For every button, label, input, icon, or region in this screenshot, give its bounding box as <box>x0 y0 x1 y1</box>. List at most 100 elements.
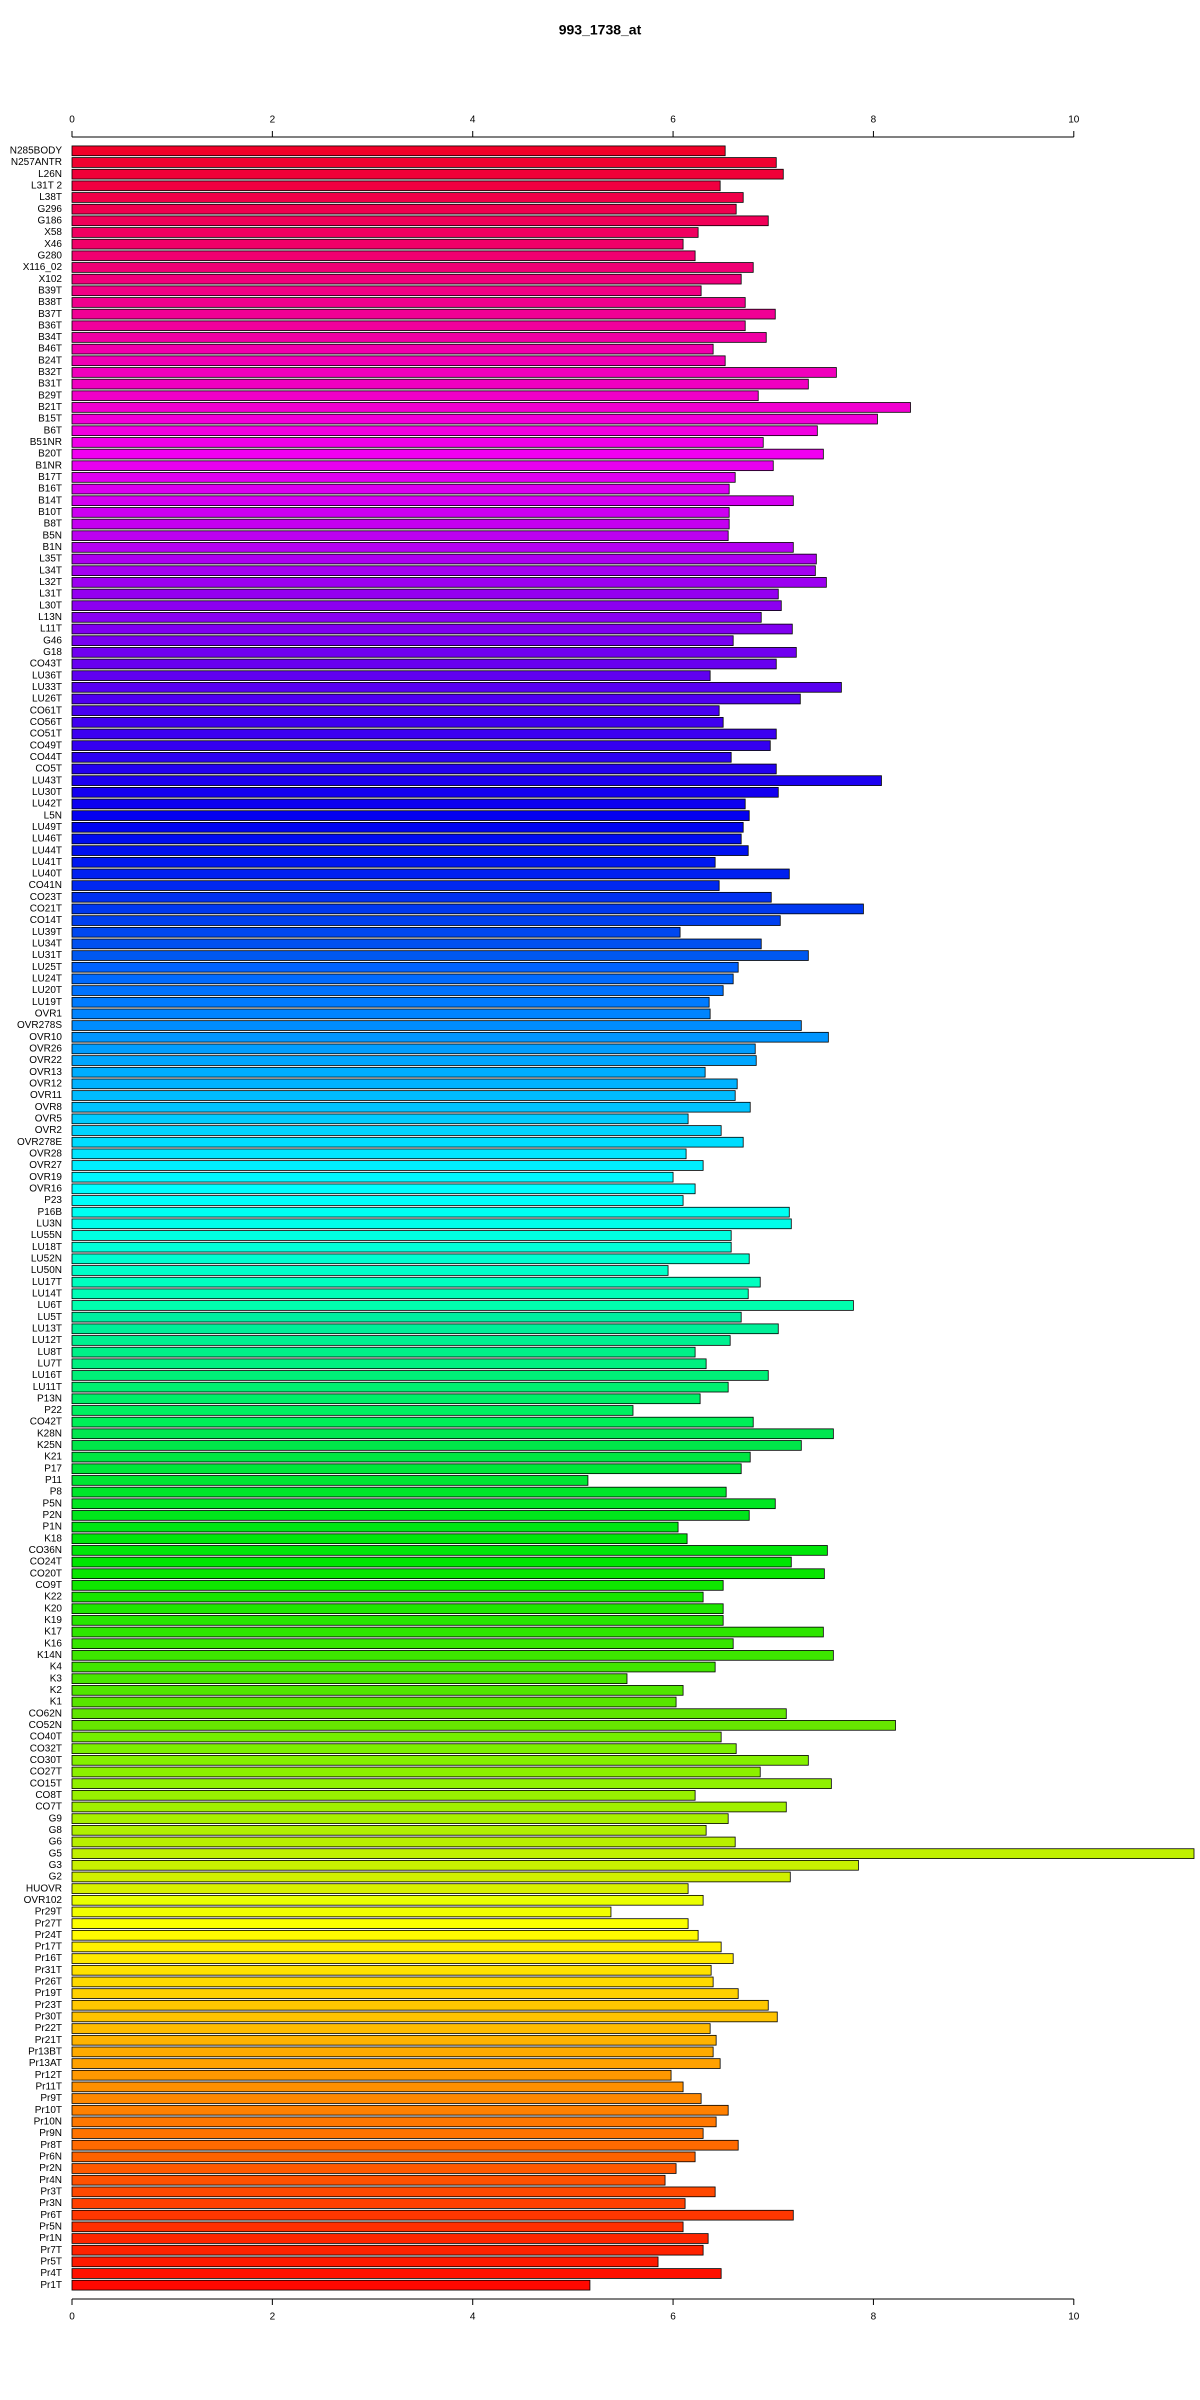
y-tick-label: OVR22 <box>29 1055 62 1066</box>
y-tick-label: CO21T <box>30 904 62 915</box>
y-tick-label: LU20T <box>32 985 62 996</box>
bar <box>71 483 730 495</box>
bar <box>71 273 742 285</box>
bar <box>71 845 749 856</box>
bar <box>71 1055 757 1066</box>
y-tick-label: LU55N <box>31 1230 62 1241</box>
chart-title: 993_1738_at <box>559 22 642 38</box>
y-tick-label: L13N <box>38 612 62 623</box>
bar <box>71 390 759 402</box>
y-tick-label: X46 <box>44 239 62 250</box>
y-tick-label: LU18T <box>32 1242 62 1253</box>
y-tick-label: B46T <box>38 344 62 355</box>
bar <box>71 542 794 553</box>
y-tick-label: CO42T <box>30 1417 62 1428</box>
bar <box>71 915 781 926</box>
bar <box>71 903 864 915</box>
bar <box>71 2186 716 2198</box>
bar <box>71 2011 778 2023</box>
y-tick-label: CO8T <box>35 1790 62 1801</box>
y-tick-label: CO62N <box>29 1708 62 1719</box>
y-tick-label: X102 <box>39 274 63 285</box>
y-tick-label: G3 <box>49 1860 63 1871</box>
y-tick-label: OVR2 <box>35 1125 63 1136</box>
bar <box>71 448 824 460</box>
bar <box>71 1451 751 1463</box>
y-tick-label: LU26T <box>32 694 62 705</box>
y-tick-label: LU40T <box>32 869 62 880</box>
bar <box>71 1591 704 1603</box>
y-tick-label: P23 <box>44 1195 62 1206</box>
y-tick-label: Pr2N <box>39 2163 62 2174</box>
bar <box>71 1008 711 1020</box>
bar <box>71 1428 834 1440</box>
y-tick-label: Pr6T <box>40 2210 62 2221</box>
bar <box>71 1848 1195 1859</box>
y-tick-label: Pr6N <box>39 2152 62 2163</box>
y-tick-label: CO61T <box>30 705 62 716</box>
bar <box>71 495 794 507</box>
y-tick-label: L26N <box>38 169 62 180</box>
bar <box>71 612 762 623</box>
bar <box>71 1253 750 1265</box>
bar <box>71 1941 722 1953</box>
y-tick-label: L35T <box>39 554 62 565</box>
bar <box>71 1964 712 1976</box>
y-tick-label: LU25T <box>32 962 62 973</box>
y-tick-label: LU19T <box>32 997 62 1008</box>
y-tick-label: CO7T <box>35 1802 62 1813</box>
bar <box>71 1043 756 1055</box>
y-tick-label: Pr10T <box>35 2105 62 2116</box>
y-tick-label: G5 <box>49 1848 63 1859</box>
bar <box>71 1405 634 1416</box>
y-tick-label: CO52N <box>29 1720 62 1731</box>
y-tick-label: LU5T <box>38 1312 62 1323</box>
y-tick-label: OVR11 <box>30 1090 62 1101</box>
y-tick-label: L30T <box>39 600 62 611</box>
bar <box>71 880 720 891</box>
y-tick-label: Pr5T <box>40 2256 62 2267</box>
bar <box>71 1195 684 1206</box>
bar <box>71 413 878 425</box>
bar <box>71 1708 787 1719</box>
y-tick-label: G186 <box>38 215 63 226</box>
y-tick-label: B1N <box>43 542 62 553</box>
y-tick-label: LU30T <box>32 787 62 798</box>
y-tick-label: K14N <box>37 1650 62 1661</box>
y-tick-label: CO9T <box>35 1580 62 1591</box>
bar <box>71 1160 704 1171</box>
y-tick-label: G46 <box>43 635 62 646</box>
bar <box>71 1661 716 1673</box>
bar <box>71 950 809 961</box>
x-tick-label: 10 <box>1068 2312 1080 2323</box>
bar <box>71 938 762 950</box>
y-tick-label: G2 <box>49 1872 63 1883</box>
y-tick-label: B16T <box>38 484 62 495</box>
y-tick-label: B29T <box>38 390 62 401</box>
bar <box>71 332 767 343</box>
y-tick-label: B1NR <box>35 460 62 471</box>
y-tick-label: K4 <box>50 1662 63 1673</box>
y-tick-label: LU36T <box>32 670 62 681</box>
y-tick-label: LU13T <box>32 1323 62 1334</box>
bar <box>71 367 837 378</box>
y-tick-label: CO30T <box>30 1755 62 1766</box>
bar <box>71 1475 589 1486</box>
bar <box>71 1148 687 1160</box>
bar <box>71 1206 790 1218</box>
x-tick-label: 6 <box>670 115 676 126</box>
bar <box>71 1906 612 1918</box>
y-tick-label: LU41T <box>32 857 62 868</box>
y-tick-label: Pr29T <box>35 1907 62 1918</box>
bar <box>71 2244 704 2256</box>
y-tick-label: K16 <box>44 1638 62 1649</box>
y-tick-label: G8 <box>49 1825 63 1836</box>
y-tick-label: Pr26T <box>35 1977 62 1988</box>
y-tick-label: CO5T <box>35 764 62 775</box>
y-tick-label: CO15T <box>30 1778 62 1789</box>
bar <box>71 623 793 635</box>
bar <box>71 1486 727 1498</box>
bar <box>71 2139 739 2151</box>
bar <box>71 215 769 227</box>
